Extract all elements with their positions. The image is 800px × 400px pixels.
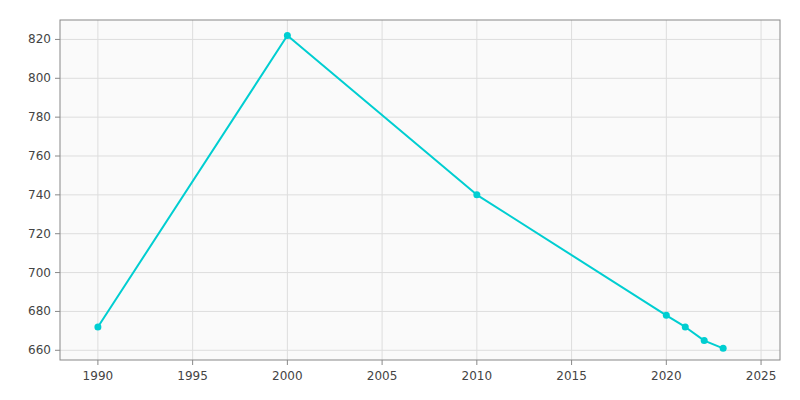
x-tick <box>476 360 477 365</box>
data-point <box>701 337 708 344</box>
x-tick-label: 2010 <box>462 369 493 383</box>
y-tick-label: 700 <box>28 266 51 280</box>
data-point <box>473 191 480 198</box>
y-tick-label: 740 <box>28 188 51 202</box>
y-tick-label: 820 <box>28 32 51 46</box>
x-grid-line <box>97 20 98 360</box>
x-tick-label: 2020 <box>651 369 682 383</box>
x-grid-line <box>666 20 667 360</box>
y-tick-label: 800 <box>28 71 51 85</box>
y-tick-label: 680 <box>28 304 51 318</box>
y-grid-line <box>60 233 780 234</box>
x-tick <box>571 360 572 365</box>
chart-container: 1990 1995 2000 2005 2010 2015 2020 2025 660 680 70… <box>0 0 800 400</box>
plot-background <box>60 20 780 360</box>
axes: 1990 1995 2000 2005 2010 2015 2020 2025 660 680 70… <box>28 32 776 383</box>
data-line <box>98 36 723 349</box>
y-tick <box>55 272 60 273</box>
x-tick-label: 2000 <box>272 369 303 383</box>
y-tick <box>55 78 60 79</box>
y-tick <box>55 233 60 234</box>
y-grid-line <box>60 39 780 40</box>
chart-svg: 1990 1995 2000 2005 2010 2015 2020 2025 660 680 70… <box>0 0 800 400</box>
x-tick-label: 2005 <box>367 369 398 383</box>
y-tick <box>55 194 60 195</box>
y-tick <box>55 117 60 118</box>
x-tick <box>287 360 288 365</box>
y-tick <box>55 350 60 351</box>
y-grid-line <box>60 156 780 157</box>
x-tick <box>97 360 98 365</box>
marks <box>94 32 726 352</box>
plot-frame <box>60 20 780 360</box>
y-tick-label: 720 <box>28 227 51 241</box>
y-grid-line <box>60 350 780 351</box>
grid <box>60 20 780 360</box>
x-tick-label: 2015 <box>556 369 587 383</box>
data-point <box>284 32 291 39</box>
x-tick <box>761 360 762 365</box>
x-grid-line <box>761 20 762 360</box>
x-grid-line <box>192 20 193 360</box>
data-point <box>720 345 727 352</box>
x-grid-line <box>476 20 477 360</box>
y-grid-line <box>60 194 780 195</box>
x-grid-line <box>571 20 572 360</box>
y-tick <box>55 39 60 40</box>
x-tick-label: 1990 <box>83 369 114 383</box>
y-grid-line <box>60 78 780 79</box>
x-tick <box>192 360 193 365</box>
y-tick-label: 780 <box>28 110 51 124</box>
y-tick-label: 660 <box>28 343 51 357</box>
y-tick <box>55 311 60 312</box>
data-point <box>682 323 689 330</box>
x-tick <box>666 360 667 365</box>
x-tick-label: 1995 <box>177 369 208 383</box>
y-grid-line <box>60 117 780 118</box>
data-point <box>663 312 670 319</box>
x-grid-line <box>382 20 383 360</box>
y-tick-label: 760 <box>28 149 51 163</box>
y-grid-line <box>60 272 780 273</box>
x-tick-label: 2025 <box>746 369 777 383</box>
x-grid-line <box>287 20 288 360</box>
x-tick <box>382 360 383 365</box>
data-point <box>94 323 101 330</box>
y-tick <box>55 156 60 157</box>
y-grid-line <box>60 311 780 312</box>
